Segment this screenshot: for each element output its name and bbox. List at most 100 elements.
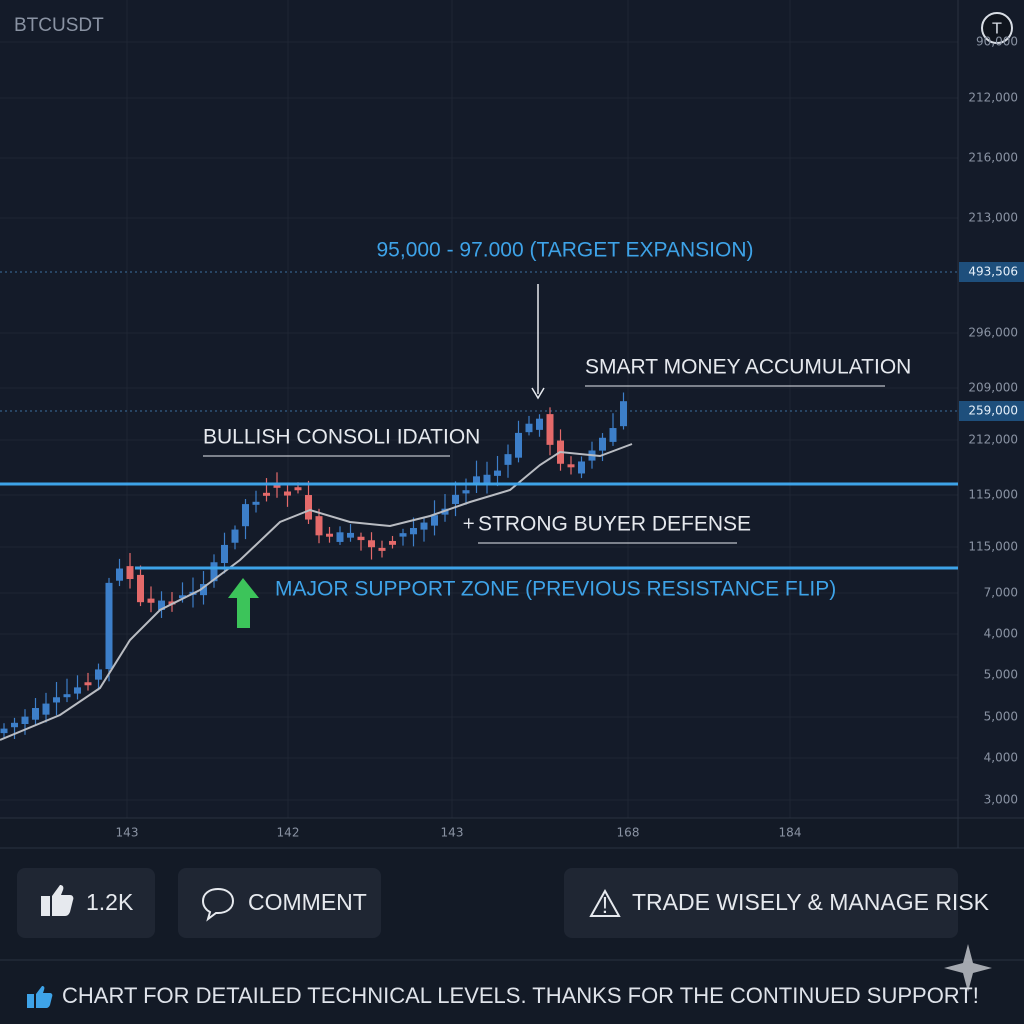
price-label: 115,000 xyxy=(968,488,1018,502)
candle-body xyxy=(389,540,396,545)
candle-body xyxy=(147,598,155,603)
price-label: 5,000 xyxy=(984,710,1018,724)
price-label: 296,000 xyxy=(968,326,1018,340)
sparkle xyxy=(944,944,992,992)
candle-body xyxy=(609,428,617,442)
candle-body xyxy=(452,494,459,504)
candle-body xyxy=(158,600,165,610)
time-label: 142 xyxy=(277,826,300,840)
candle-body xyxy=(326,533,333,537)
candle-body xyxy=(200,584,207,596)
candle-body xyxy=(11,722,18,728)
price-tag-label: 493,506 xyxy=(968,265,1018,279)
candle-body xyxy=(315,516,323,536)
candle-body xyxy=(462,490,470,494)
candle-body xyxy=(620,401,627,427)
grid xyxy=(0,0,958,818)
candle-body xyxy=(431,515,438,526)
annotation: SMART MONEY ACCUMULATION xyxy=(585,356,911,379)
candle-body xyxy=(483,474,491,483)
annotation: MAJOR SUPPORT ZONE (PREVIOUS RESISTANCE … xyxy=(275,578,836,601)
candle-body xyxy=(578,461,585,474)
footer-text: CHART FOR DETAILED TECHNICAL LEVELS. THA… xyxy=(62,983,979,1008)
candle-body xyxy=(63,694,71,698)
candle-body xyxy=(32,708,39,720)
annotation: STRONG BUYER DEFENSE xyxy=(478,513,751,536)
candle-body xyxy=(221,544,228,564)
candle-body xyxy=(504,454,512,465)
price-label: 7,000 xyxy=(984,586,1018,600)
price-label: 3,000 xyxy=(984,793,1018,807)
price-tag-label: 259,000 xyxy=(968,404,1018,418)
price-label: 4,000 xyxy=(984,751,1018,765)
candle-body xyxy=(599,437,606,451)
candle-body xyxy=(305,495,312,520)
candle-body xyxy=(357,536,365,541)
price-label: 216,000 xyxy=(968,151,1018,165)
candle-body xyxy=(126,566,134,580)
price-label: 5,000 xyxy=(984,668,1018,682)
candle-body xyxy=(420,522,428,530)
candle-body xyxy=(0,728,8,734)
time-label: 168 xyxy=(617,826,640,840)
symbol: BTCUSDT xyxy=(14,15,104,36)
candle-body xyxy=(263,492,270,496)
arrow-head xyxy=(531,387,545,400)
candle-body xyxy=(368,540,375,548)
footer-icon xyxy=(27,986,53,1008)
candle-body xyxy=(84,682,92,686)
candle-body xyxy=(473,476,480,485)
candle-body xyxy=(284,491,291,496)
candle-body xyxy=(53,697,60,703)
candle-body xyxy=(116,568,123,581)
annotation: 95,000 - 97.000 (TARGET EXPANSION) xyxy=(377,239,754,262)
candle-body xyxy=(179,595,186,599)
price-label: 212,000 xyxy=(968,433,1018,447)
candle-body xyxy=(515,432,522,458)
warning-button[interactable]: ! TRADE WISELY & MANAGE RISK xyxy=(564,868,990,938)
candle-body xyxy=(410,528,417,535)
up-arrow xyxy=(228,578,259,628)
annotation: BULLISH CONSOLI IDATION xyxy=(203,426,480,449)
candle-body xyxy=(399,533,407,537)
candle-body xyxy=(525,423,533,433)
candle-body xyxy=(242,504,249,527)
like-button[interactable]: 1.2K xyxy=(17,868,155,938)
warning-label: TRADE WISELY & MANAGE RISK xyxy=(632,889,990,915)
chart-bg xyxy=(0,0,1024,818)
candle-body xyxy=(231,529,239,543)
icon-glyph: T xyxy=(991,20,1002,38)
candle-body xyxy=(567,464,575,468)
candle-body xyxy=(95,669,102,680)
price-label: 213,000 xyxy=(968,211,1018,225)
candle-body xyxy=(21,716,29,725)
price-label: 115,000 xyxy=(968,540,1018,554)
candle-body xyxy=(252,501,260,505)
candle-body xyxy=(294,487,302,491)
time-label: 143 xyxy=(116,826,139,840)
candle-body xyxy=(347,532,354,538)
candle-body xyxy=(336,532,344,542)
comment-button[interactable]: COMMENT xyxy=(178,868,381,938)
price-tag xyxy=(959,262,1024,282)
time-label: 184 xyxy=(779,826,802,840)
moving-average xyxy=(0,443,633,741)
bullet: + xyxy=(462,514,475,533)
comment-label: COMMENT xyxy=(248,889,367,915)
like-count: 1.2K xyxy=(86,889,134,915)
svg-text:!: ! xyxy=(602,892,608,918)
settings-icon[interactable] xyxy=(981,12,1013,44)
candle-body xyxy=(74,687,81,694)
price-tag xyxy=(959,401,1024,421)
time-label: 143 xyxy=(441,826,464,840)
price-label: 212,000 xyxy=(968,91,1018,105)
candle-body xyxy=(105,582,113,670)
candle-body xyxy=(273,484,281,488)
candle-body xyxy=(210,562,218,582)
candle-body xyxy=(536,418,543,430)
candle-body xyxy=(137,574,144,603)
candle-body xyxy=(42,703,50,715)
candle-body xyxy=(494,470,501,476)
